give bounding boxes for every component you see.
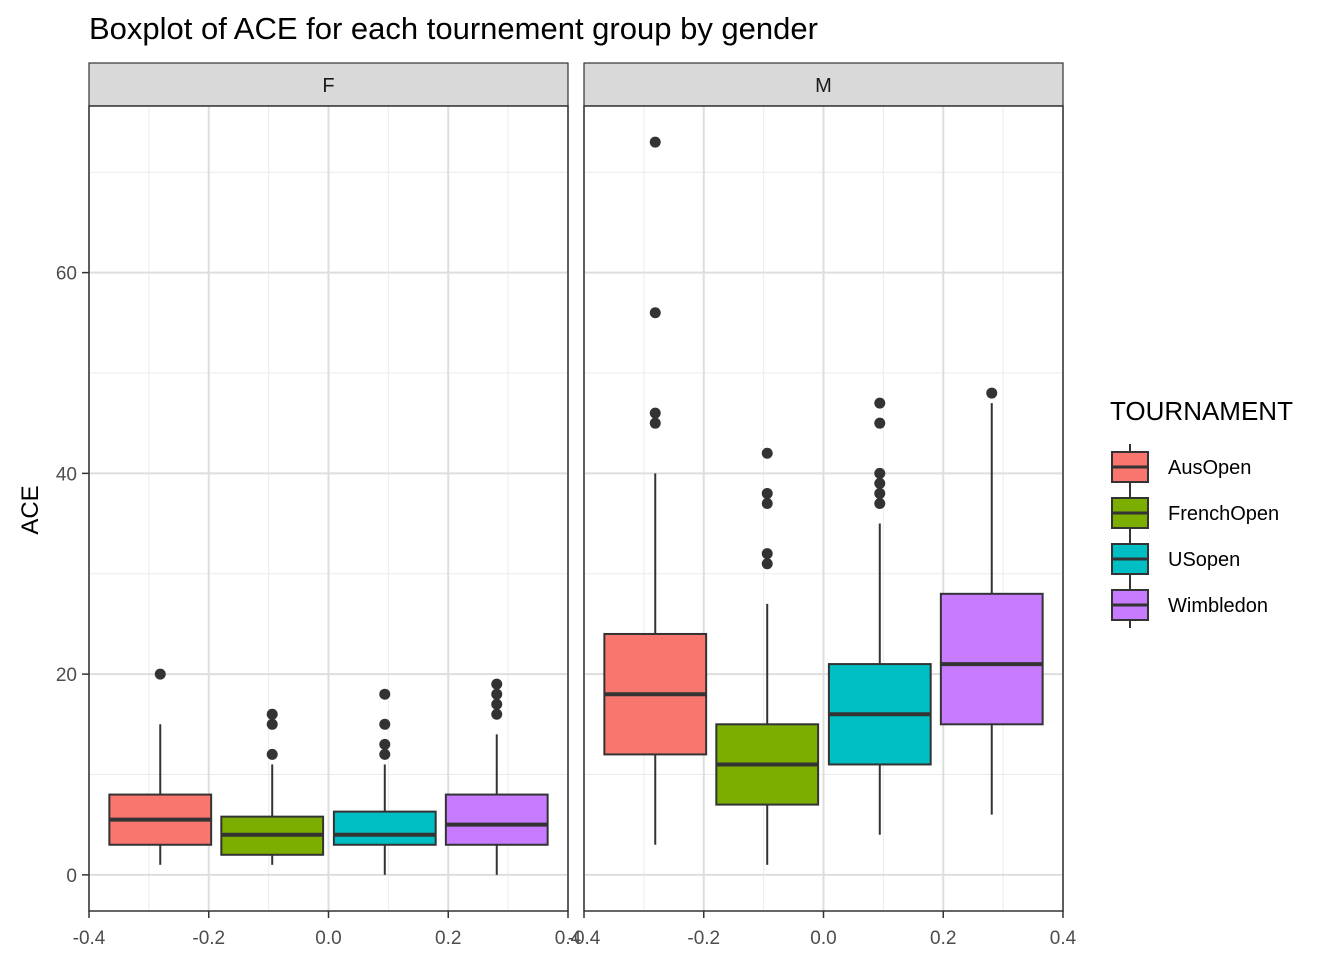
- x-tick-label: -0.4: [568, 928, 601, 949]
- outlier-point: [761, 487, 773, 499]
- outlier-point: [491, 708, 503, 720]
- facet-strip: [583, 62, 1064, 107]
- chart-title: Boxplot of ACE for each tournement group…: [89, 11, 818, 46]
- y-axis-label: ACE: [17, 485, 44, 534]
- legend-item-label: FrenchOpen: [1168, 503, 1279, 525]
- outlier-point: [379, 738, 391, 750]
- legend-item-frenchopen: FrenchOpen: [1111, 490, 1279, 536]
- legend-item-label: Wimbledon: [1168, 595, 1268, 617]
- legend-item-label: USopen: [1168, 549, 1240, 571]
- outlier-point: [874, 417, 886, 429]
- x-tick-label: 0.0: [810, 928, 836, 949]
- x-tick-label: 0.4: [555, 928, 582, 949]
- outlier-point: [491, 688, 503, 700]
- outlier-point: [649, 307, 661, 319]
- y-tick-label: 60: [56, 264, 77, 285]
- outlier-point: [761, 447, 773, 459]
- outlier-point: [379, 748, 391, 760]
- x-tick-label: 0.2: [435, 928, 461, 949]
- box-wimbledon: [939, 387, 1044, 815]
- x-tick-label: 0.0: [315, 928, 341, 949]
- box-iqr: [332, 810, 437, 846]
- outlier-point: [761, 548, 773, 560]
- facet-panel-m: M -0.4 -0.2 0.0 0.2 0.4: [568, 62, 1077, 949]
- outlier-point: [761, 497, 773, 509]
- outlier-point: [649, 136, 661, 148]
- legend-title: TOURNAMENT: [1110, 396, 1293, 426]
- x-tick-label: -0.2: [192, 928, 225, 949]
- box-iqr: [444, 793, 549, 846]
- outlier-point: [266, 748, 278, 760]
- outlier-point: [491, 698, 503, 710]
- box-frenchopen: [220, 708, 325, 865]
- outlier-point: [874, 477, 886, 489]
- facets-layer: F -0.4 -0.2 0.0 0.2 0.4 0 20 40 60 M -0.4 -0.2 0.0 0.2…: [56, 62, 1077, 949]
- facet-strip-label: M: [815, 75, 832, 97]
- legend-item-ausopen: AusOpen: [1111, 444, 1251, 490]
- legend-item-label: AusOpen: [1168, 457, 1251, 479]
- y-tick-label: 20: [56, 665, 77, 686]
- y-tick-label: 40: [56, 464, 77, 485]
- box-ausopen: [603, 136, 708, 845]
- outlier-point: [266, 718, 278, 730]
- legend-item-usopen: USopen: [1111, 536, 1240, 582]
- outlier-point: [154, 668, 166, 680]
- facet-strip-label: F: [322, 75, 334, 97]
- facet-strip: [88, 62, 569, 107]
- outlier-point: [649, 417, 661, 429]
- legend: TOURNAMENT AusOpen FrenchOpen USopen Wimble…: [1110, 396, 1293, 628]
- outlier-point: [379, 718, 391, 730]
- outlier-point: [266, 708, 278, 720]
- x-tick-label: -0.4: [73, 928, 106, 949]
- outlier-point: [874, 397, 886, 409]
- legend-item-wimbledon: Wimbledon: [1111, 582, 1268, 628]
- outlier-point: [874, 497, 886, 509]
- box-frenchopen: [715, 447, 820, 865]
- box-wimbledon: [444, 678, 549, 875]
- outlier-point: [491, 678, 503, 690]
- x-tick-label: 0.4: [1050, 928, 1077, 949]
- y-tick-label: 0: [66, 866, 77, 887]
- x-tick-label: -0.2: [687, 928, 720, 949]
- facet-panel-f: F -0.4 -0.2 0.0 0.2 0.4 0 20 40 60: [56, 62, 582, 949]
- box-iqr: [939, 592, 1044, 726]
- box-ausopen: [108, 668, 213, 865]
- outlier-point: [874, 467, 886, 479]
- box-usopen: [332, 688, 437, 875]
- outlier-point: [761, 558, 773, 570]
- outlier-point: [874, 487, 886, 499]
- outlier-point: [649, 407, 661, 419]
- outlier-point: [986, 387, 998, 399]
- x-tick-label: 0.2: [930, 928, 956, 949]
- outlier-point: [379, 688, 391, 700]
- box-usopen: [827, 397, 932, 835]
